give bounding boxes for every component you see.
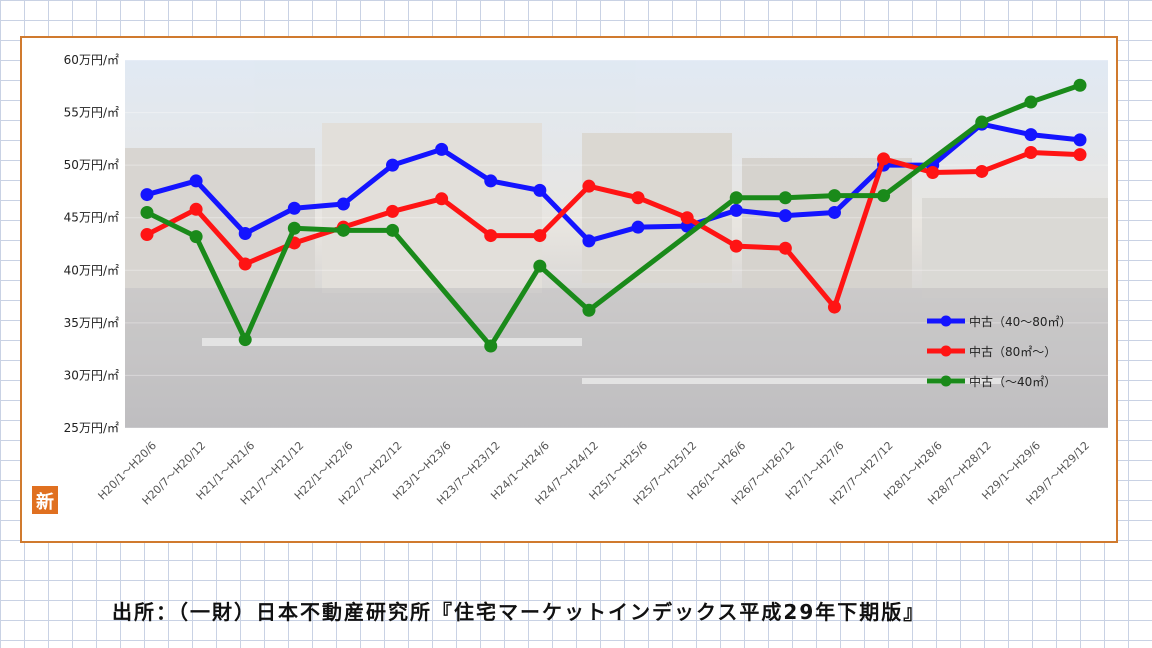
data-point xyxy=(336,197,350,211)
data-point xyxy=(484,229,498,243)
y-tick-label: 35万円/㎡ xyxy=(64,316,119,330)
data-point xyxy=(238,257,252,271)
line-chart: 60万円/㎡ 55万円/㎡ 50万円/㎡ 45万円/㎡ 40万円/㎡ 35万円/㎡ 30万円… xyxy=(32,53,1108,514)
gridlines xyxy=(125,59,1108,429)
data-point xyxy=(729,203,743,217)
y-tick-label: 30万円/㎡ xyxy=(64,368,119,382)
legend-item: 中古（80㎡～） xyxy=(927,344,1056,359)
legend-label: 中古（～40㎡） xyxy=(969,374,1056,389)
data-point xyxy=(484,339,498,353)
data-point xyxy=(1024,128,1038,142)
y-tick-label: 45万円/㎡ xyxy=(64,211,119,225)
data-point xyxy=(582,234,596,248)
y-tick-label: 25万円/㎡ xyxy=(64,421,119,435)
series-layer xyxy=(140,78,1087,353)
legend-item: 中古（40～80㎡） xyxy=(927,314,1072,329)
data-point xyxy=(189,174,203,188)
data-point xyxy=(778,241,792,255)
data-point xyxy=(877,189,891,203)
badge: 新 xyxy=(32,486,58,514)
data-point xyxy=(582,179,596,193)
x-axis: H20/1～H20/6H20/7～H20/12H21/1～H21/6H21/7～… xyxy=(96,439,1093,508)
data-point xyxy=(827,189,841,203)
badge-text: 新 xyxy=(36,491,54,513)
data-point xyxy=(386,158,400,172)
data-point xyxy=(435,142,449,156)
data-point xyxy=(189,202,203,216)
plot-background xyxy=(125,60,1108,428)
data-point xyxy=(729,239,743,253)
data-point xyxy=(926,166,940,180)
data-point xyxy=(484,174,498,188)
data-point xyxy=(582,303,596,317)
data-point xyxy=(827,300,841,314)
data-point xyxy=(238,333,252,347)
y-tick-label: 40万円/㎡ xyxy=(64,263,119,277)
data-point xyxy=(189,230,203,244)
series-2 xyxy=(140,78,1087,353)
y-tick-label: 50万円/㎡ xyxy=(64,158,119,172)
data-point xyxy=(287,201,301,215)
chart-frame: 60万円/㎡ 55万円/㎡ 50万円/㎡ 45万円/㎡ 40万円/㎡ 35万円/㎡ 30万円… xyxy=(20,36,1118,543)
data-point xyxy=(1073,133,1087,147)
data-point xyxy=(680,211,694,225)
data-point xyxy=(386,223,400,237)
data-point xyxy=(975,164,989,178)
data-point xyxy=(631,220,645,234)
data-point xyxy=(1024,95,1038,109)
data-point xyxy=(975,115,989,129)
data-point xyxy=(533,259,547,273)
data-point xyxy=(140,188,154,202)
data-point xyxy=(140,205,154,219)
y-axis: 60万円/㎡ 55万円/㎡ 50万円/㎡ 45万円/㎡ 40万円/㎡ 35万円/㎡ 30万円… xyxy=(64,53,119,435)
data-point xyxy=(1073,78,1087,92)
data-point xyxy=(336,223,350,237)
data-point xyxy=(631,191,645,205)
data-point xyxy=(287,221,301,235)
series-line xyxy=(144,150,1083,310)
y-tick-label: 60万円/㎡ xyxy=(64,53,119,67)
data-point xyxy=(435,192,449,206)
data-point xyxy=(778,191,792,205)
data-point xyxy=(877,152,891,166)
data-point xyxy=(533,183,547,197)
data-point xyxy=(827,205,841,219)
legend-marker xyxy=(940,345,952,357)
data-point xyxy=(140,228,154,242)
y-tick-label: 55万円/㎡ xyxy=(64,106,119,120)
data-point xyxy=(1024,146,1038,160)
data-point xyxy=(729,191,743,205)
legend-marker xyxy=(940,375,952,387)
series-line xyxy=(144,82,1083,349)
legend-label: 中古（40～80㎡） xyxy=(969,314,1072,329)
legend-item: 中古（～40㎡） xyxy=(927,374,1056,389)
data-point xyxy=(238,226,252,240)
data-point xyxy=(386,204,400,218)
legend: 中古（40～80㎡） 中古（80㎡～） 中古（～40㎡） xyxy=(927,314,1072,389)
legend-marker xyxy=(940,315,952,327)
source-caption: 出所：（一財）日本不動産研究所『住宅マーケットインデックス平成29年下期版』 xyxy=(112,600,926,624)
data-point xyxy=(1073,148,1087,162)
data-point xyxy=(533,229,547,243)
data-point xyxy=(778,209,792,223)
legend-label: 中古（80㎡～） xyxy=(969,344,1056,359)
